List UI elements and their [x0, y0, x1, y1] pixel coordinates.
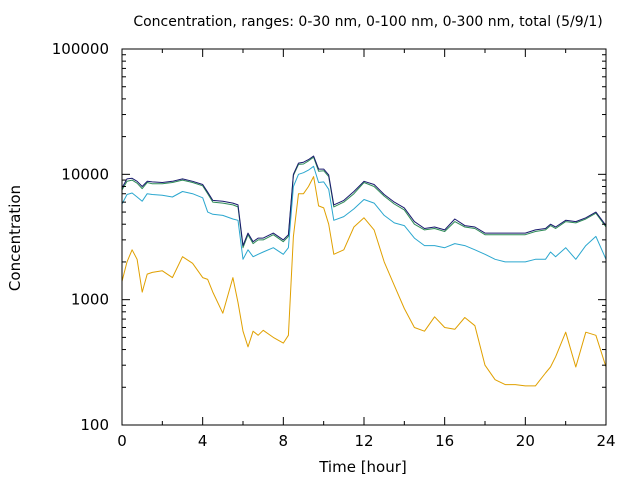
- series-line-2: [121, 165, 607, 263]
- y-axis-label: Concentration: [6, 185, 24, 291]
- x-axis-label: Time [hour]: [318, 458, 407, 476]
- x-tick-label: 20: [516, 432, 535, 450]
- plot-frame: [121, 48, 607, 426]
- y-tick-label: 100000: [52, 40, 109, 58]
- x-tick-label: 16: [435, 432, 454, 450]
- y-tick-label: 100: [80, 416, 109, 434]
- series-group: [121, 155, 607, 387]
- series-line-1: [121, 176, 607, 387]
- y-tick-label: 10000: [61, 165, 109, 183]
- x-tick-label: 12: [354, 432, 373, 450]
- chart-title: Concentration, ranges: 0-30 nm, 0-100 nm…: [133, 14, 602, 30]
- x-tick-label: 4: [198, 432, 208, 450]
- x-tick-label: 0: [117, 432, 127, 450]
- y-tick-label: 1000: [71, 291, 109, 309]
- ticks-group: 0 4 8 12 16 20 24 100 1000 10000 100000: [52, 40, 616, 450]
- series-line-4: [121, 155, 607, 247]
- series-line-3: [121, 156, 607, 249]
- x-tick-label: 24: [596, 432, 615, 450]
- x-tick-label: 8: [279, 432, 289, 450]
